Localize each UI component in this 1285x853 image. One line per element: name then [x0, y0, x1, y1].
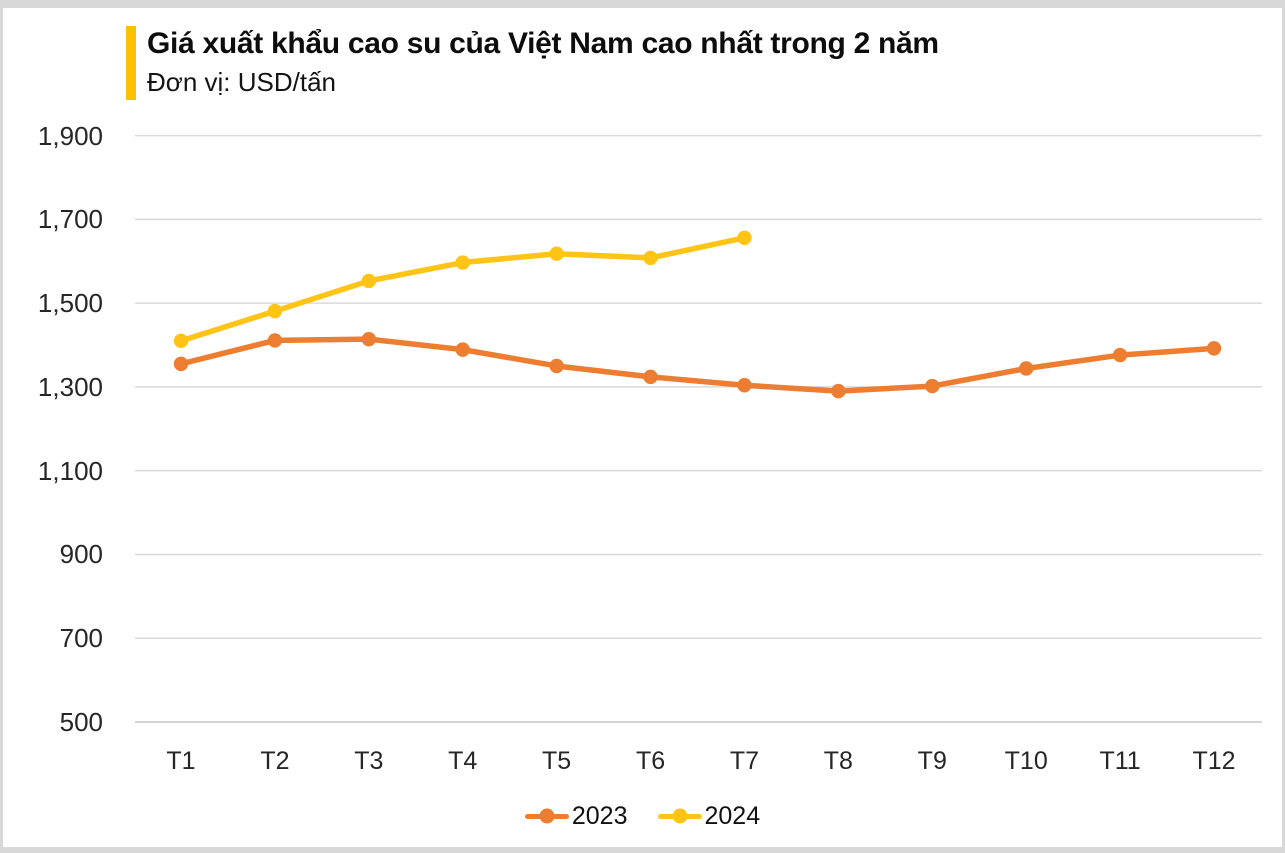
legend-marker-2024-icon — [657, 808, 702, 824]
data-point-2023-T2 — [267, 333, 283, 348]
title-accent-bar — [126, 26, 136, 100]
data-point-2023-T12 — [1206, 341, 1222, 356]
y-tick-label-700: 700 — [59, 623, 103, 654]
data-point-2024-T1 — [173, 333, 189, 349]
data-point-2023-T3 — [361, 331, 377, 347]
y-tick-label-1900: 1,900 — [37, 120, 103, 151]
chart-title: Giá xuất khẩu cao su của Việt Nam cao nh… — [147, 27, 939, 60]
data-point-2023-T9 — [925, 378, 940, 394]
data-point-2024-T6 — [643, 250, 658, 266]
x-tick-label-T6: T6 — [635, 747, 666, 775]
data-point-2023-T7 — [737, 378, 752, 393]
y-tick-label-1300: 1,300 — [37, 371, 103, 402]
y-tick-label-1100: 1,100 — [37, 455, 103, 486]
x-tick-label-T1: T1 — [166, 747, 196, 775]
series-line-2024 — [178, 235, 748, 344]
x-tick-label-T7: T7 — [729, 747, 760, 775]
x-tick-label-T5: T5 — [542, 747, 572, 775]
data-point-2024-T5 — [549, 246, 564, 261]
x-tick-label-T12: T12 — [1192, 747, 1236, 775]
chart-header: Giá xuất khẩu cao su của Việt Nam cao nh… — [126, 26, 939, 100]
x-tick-label-T11: T11 — [1099, 747, 1141, 775]
y-tick-label-500: 500 — [59, 707, 103, 737]
x-tick-label-T8: T8 — [823, 747, 853, 775]
y-tick-label-1700: 1,700 — [37, 204, 103, 235]
x-tick-label-T10: T10 — [1004, 747, 1048, 775]
x-tick-label-T4: T4 — [448, 747, 478, 775]
legend-item-2024: 2024 — [657, 802, 761, 830]
x-tick-label-T3: T3 — [354, 747, 384, 775]
legend-dot-2024-icon — [672, 808, 687, 824]
legend-dot-2023-icon — [539, 808, 555, 824]
chart-unit-subtitle: Đơn vị: USD/tấn — [147, 67, 336, 97]
legend: 2023 2024 — [0, 802, 1285, 830]
data-point-2023-T4 — [455, 342, 470, 357]
legend-item-2023: 2023 — [524, 802, 628, 830]
data-point-2023-T5 — [549, 358, 564, 374]
data-point-2024-T3 — [361, 273, 377, 289]
data-point-2023-T6 — [643, 369, 658, 385]
x-tick-label-T9: T9 — [917, 747, 947, 775]
data-point-2023-T11 — [1112, 347, 1128, 363]
y-tick-label-900: 900 — [59, 539, 103, 570]
legend-label-2024: 2024 — [704, 802, 761, 830]
legend-marker-2023-icon — [524, 808, 569, 824]
data-point-2023-T1 — [173, 356, 189, 372]
x-tick-label-T2: T2 — [260, 747, 290, 775]
title-block: Giá xuất khẩu cao su của Việt Nam cao nh… — [147, 26, 939, 100]
y-tick-label-1500: 1,500 — [37, 288, 103, 319]
data-point-2024-T4 — [455, 255, 470, 270]
series-line-2023 — [178, 336, 1217, 394]
data-point-2023-T10 — [1018, 361, 1034, 376]
data-point-2024-T7 — [737, 230, 752, 246]
data-point-2024-T2 — [267, 303, 283, 319]
legend-label-2023: 2023 — [571, 802, 628, 830]
data-point-2023-T8 — [831, 383, 846, 399]
